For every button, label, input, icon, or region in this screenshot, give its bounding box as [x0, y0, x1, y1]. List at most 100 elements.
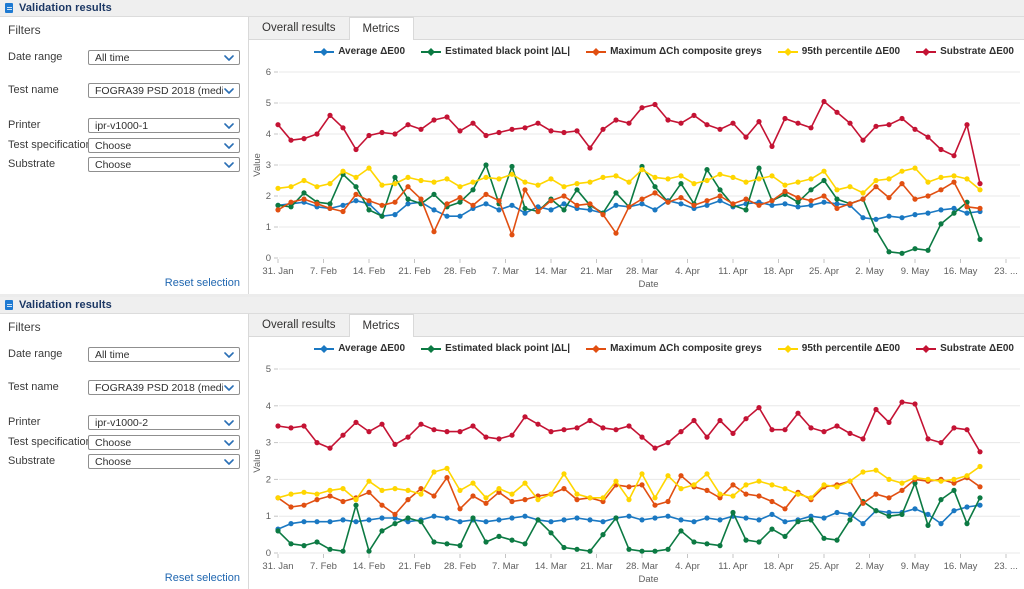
filter-row-printer: Printer ipr-v1000-1	[0, 118, 248, 133]
reset-selection-link[interactable]: Reset selection	[164, 572, 240, 584]
legend-label: Average ΔE00	[338, 46, 406, 57]
date-range-select[interactable]: All time	[88, 347, 240, 362]
test-specification-label: Test specification	[8, 139, 92, 151]
svg-text:28. Feb: 28. Feb	[444, 266, 476, 277]
svg-text:11. Apr: 11. Apr	[718, 561, 747, 572]
panel-header: Validation results	[0, 297, 1024, 314]
svg-text:4: 4	[266, 401, 271, 412]
legend-label: Substrate ΔE00	[940, 343, 1014, 354]
legend-item[interactable]: 95th percentile ΔE00	[777, 46, 900, 57]
svg-text:2. May: 2. May	[855, 561, 884, 572]
svg-text:4: 4	[266, 129, 271, 140]
test-name-value: FOGRA39 PSD 2018 (media rel...	[95, 381, 223, 394]
results-content: Overall results Metrics Average ΔE00 Esti…	[249, 314, 1024, 589]
filter-row-test-name: Test name FOGRA39 PSD 2018 (media rel...	[0, 83, 248, 98]
legend-item[interactable]: Substrate ΔE00	[916, 46, 1014, 57]
filters-sidebar: Filters Date range All time Test name FO…	[0, 314, 249, 589]
svg-text:14. Feb: 14. Feb	[353, 266, 385, 277]
svg-text:14. Mar: 14. Mar	[535, 561, 567, 572]
svg-text:28. Mar: 28. Mar	[626, 561, 658, 572]
chart-area: Average ΔE00 Estimated black point |ΔL| Ma…	[249, 337, 1024, 589]
svg-text:21. Feb: 21. Feb	[398, 266, 430, 277]
chevron-down-icon	[224, 122, 234, 129]
filter-row-date-range: Date range All time	[0, 347, 248, 362]
svg-text:9. May: 9. May	[901, 266, 930, 277]
svg-text:7. Mar: 7. Mar	[492, 266, 519, 277]
filter-row-test-specification: Test specification Choose	[0, 138, 248, 153]
svg-text:2. May: 2. May	[855, 266, 884, 277]
svg-text:0: 0	[266, 253, 271, 264]
reset-selection-link[interactable]: Reset selection	[164, 277, 240, 289]
svg-text:9. May: 9. May	[901, 561, 930, 572]
legend-label: 95th percentile ΔE00	[801, 343, 901, 354]
legend-item[interactable]: Substrate ΔE00	[916, 343, 1014, 354]
validation-results-panel-1: Validation results Filters Date range Al…	[0, 0, 1024, 294]
svg-text:5: 5	[266, 98, 271, 109]
panel-divider	[0, 294, 1024, 297]
validation-results-icon	[5, 3, 13, 13]
svg-text:16. May: 16. May	[944, 561, 978, 572]
tab-overall-results[interactable]: Overall results	[262, 319, 336, 331]
svg-text:0: 0	[266, 548, 271, 559]
test-specification-select[interactable]: Choose	[88, 435, 240, 450]
validation-results-panel-2: Validation results Filters Date range Al…	[0, 297, 1024, 589]
printer-value: ipr-v1000-2	[95, 416, 149, 429]
chevron-down-icon	[224, 458, 234, 465]
substrate-select[interactable]: Choose	[88, 454, 240, 469]
svg-text:25. Apr: 25. Apr	[809, 266, 839, 277]
panel-header: Validation results	[0, 0, 1024, 17]
filter-row-date-range: Date range All time	[0, 50, 248, 65]
svg-text:Date: Date	[638, 279, 658, 290]
legend-item[interactable]: Estimated black point |ΔL|	[421, 46, 570, 57]
svg-text:18. Apr: 18. Apr	[763, 266, 793, 277]
svg-text:31. Jan: 31. Jan	[262, 266, 293, 277]
svg-text:7. Feb: 7. Feb	[310, 561, 337, 572]
tab-overall-results[interactable]: Overall results	[262, 22, 336, 34]
test-name-value: FOGRA39 PSD 2018 (media rel...	[95, 84, 223, 97]
printer-select[interactable]: ipr-v1000-1	[88, 118, 240, 133]
legend-label: Estimated black point |ΔL|	[445, 343, 571, 354]
panel-title: Validation results	[19, 299, 112, 311]
filter-row-printer: Printer ipr-v1000-2	[0, 415, 248, 430]
svg-text:28. Mar: 28. Mar	[626, 266, 658, 277]
legend-marker-icon	[916, 344, 937, 353]
legend-item[interactable]: Estimated black point |ΔL|	[421, 343, 570, 354]
test-name-select[interactable]: FOGRA39 PSD 2018 (media rel...	[88, 83, 240, 98]
filter-row-test-specification: Test specification Choose	[0, 435, 248, 450]
printer-select[interactable]: ipr-v1000-2	[88, 415, 240, 430]
tab-metrics[interactable]: Metrics	[348, 314, 414, 337]
svg-text:6: 6	[266, 67, 271, 78]
svg-text:5: 5	[266, 364, 271, 375]
tab-metrics[interactable]: Metrics	[348, 17, 414, 40]
legend-marker-icon	[586, 344, 607, 353]
svg-text:7. Mar: 7. Mar	[492, 561, 519, 572]
svg-text:1: 1	[266, 511, 271, 522]
svg-text:Value: Value	[252, 153, 263, 177]
test-specification-select[interactable]: Choose	[88, 138, 240, 153]
printer-label: Printer	[8, 119, 41, 131]
legend-item[interactable]: Maximum ΔCh composite greys	[586, 46, 762, 57]
svg-text:16. May: 16. May	[944, 266, 978, 277]
substrate-select[interactable]: Choose	[88, 157, 240, 172]
legend-item[interactable]: Average ΔE00	[314, 46, 405, 57]
filter-row-substrate: Substrate Choose	[0, 157, 248, 172]
test-name-label: Test name	[8, 381, 59, 393]
date-range-select[interactable]: All time	[88, 50, 240, 65]
metrics-line-chart[interactable]: 0 1 2 3 4 5 6 Value 31. Jan 7. Feb 14. Feb 21. Feb 2…	[249, 40, 1024, 294]
legend-item[interactable]: 95th percentile ΔE00	[777, 343, 901, 354]
substrate-label: Substrate	[8, 158, 56, 170]
svg-text:23. ...: 23. ...	[994, 266, 1018, 277]
test-name-select[interactable]: FOGRA39 PSD 2018 (media rel...	[88, 380, 240, 395]
svg-text:Value: Value	[252, 449, 263, 473]
test-specification-value: Choose	[95, 436, 132, 449]
legend-item[interactable]: Average ΔE00	[314, 343, 405, 354]
svg-text:3: 3	[266, 160, 271, 171]
svg-text:31. Jan: 31. Jan	[262, 561, 293, 572]
metrics-line-chart[interactable]: 0 1 2 3 4 5 Value 31. Jan 7. Feb 14. Feb 21. Feb 28…	[249, 337, 1024, 589]
svg-text:28. Feb: 28. Feb	[444, 561, 476, 572]
svg-text:2: 2	[266, 474, 271, 485]
filters-sidebar: Filters Date range All time Test name FO…	[0, 17, 249, 294]
legend-item[interactable]: Maximum ΔCh composite greys	[586, 343, 762, 354]
svg-text:23. ...: 23. ...	[994, 561, 1018, 572]
svg-text:4. Apr: 4. Apr	[675, 561, 700, 572]
